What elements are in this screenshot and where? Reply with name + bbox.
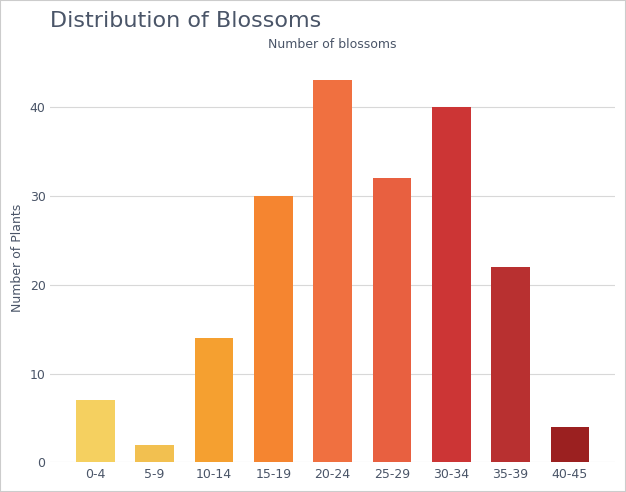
Y-axis label: Number of Plants: Number of Plants [11, 204, 24, 312]
Bar [491, 267, 530, 462]
Bar [195, 338, 233, 462]
Text: Distribution of Blossoms: Distribution of Blossoms [51, 11, 322, 31]
Bar [254, 196, 292, 462]
X-axis label: Number of blossoms: Number of blossoms [269, 38, 397, 51]
Bar [76, 400, 115, 462]
Bar [314, 80, 352, 462]
Bar [372, 178, 411, 462]
Bar [432, 107, 471, 462]
Bar [551, 427, 589, 462]
Bar [135, 445, 174, 462]
